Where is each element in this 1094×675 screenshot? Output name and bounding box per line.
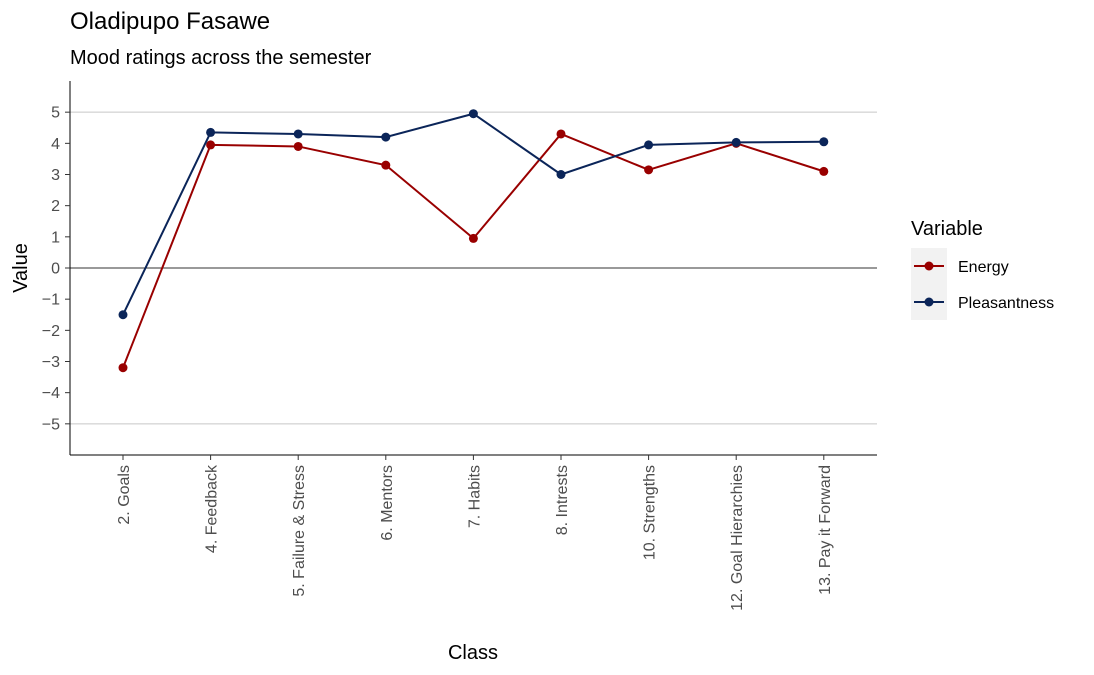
data-point-pleasantness xyxy=(644,140,654,150)
data-point-pleasantness xyxy=(118,310,128,320)
data-point-pleasantness xyxy=(819,137,829,147)
y-tick-label: 1 xyxy=(51,229,60,246)
series-line-energy xyxy=(122,132,825,369)
y-tick-label: 4 xyxy=(51,136,60,153)
legend-key-point-energy xyxy=(924,261,934,271)
data-point-pleasantness xyxy=(293,129,303,139)
y-axis-ticks: −5 −4 −3 −2 −1 0 1 2 3 4 5 xyxy=(42,105,70,433)
data-point-pleasantness xyxy=(556,170,566,179)
legend-key-point-pleasantness xyxy=(924,297,934,307)
x-tick-label: 5. Failure & Stress xyxy=(291,465,308,597)
y-tick-label: 2 xyxy=(51,198,60,215)
legend: Variable Energy Pleasantness xyxy=(911,218,1054,320)
data-point-pleasantness xyxy=(381,132,391,142)
data-point-energy xyxy=(381,160,391,170)
x-tick-label: 12. Goal Hierarchies xyxy=(729,465,746,611)
data-point-energy xyxy=(556,129,566,139)
x-tick-label: 4. Feedback xyxy=(204,464,221,553)
data-point-energy xyxy=(644,165,654,175)
series-line-pleasantness xyxy=(122,112,824,316)
legend-label-pleasantness: Pleasantness xyxy=(958,295,1054,312)
chart-title: Oladipupo Fasawe xyxy=(70,8,270,35)
y-axis-title: Value xyxy=(10,243,32,293)
y-tick-label: −4 xyxy=(42,385,60,402)
y-tick-label: −3 xyxy=(42,354,60,371)
y-tick-label: 3 xyxy=(51,167,60,184)
data-point-energy xyxy=(206,140,216,150)
data-point-pleasantness xyxy=(206,127,216,137)
x-tick-label: 7. Habits xyxy=(466,465,483,528)
data-point-energy xyxy=(468,233,478,243)
y-tick-label: −2 xyxy=(42,323,60,340)
x-axis-ticks: 2. Goals 4. Feedback 5. Failure & Stress 6.… xyxy=(116,455,834,611)
y-tick-label: −1 xyxy=(42,292,60,309)
x-tick-label: 13. Pay it Forward xyxy=(817,465,834,595)
x-tick-label: 2. Goals xyxy=(116,465,133,525)
x-tick-label: 10. Strengths xyxy=(642,465,659,560)
x-tick-label: 6. Mentors xyxy=(379,465,396,541)
data-point-energy xyxy=(293,141,303,151)
data-point-energy xyxy=(819,166,829,176)
x-axis-title: Class xyxy=(448,642,498,664)
legend-title: Variable xyxy=(911,218,983,240)
y-tick-label: −5 xyxy=(42,416,60,433)
data-point-energy xyxy=(118,363,128,373)
data-point-pleasantness xyxy=(731,137,741,147)
x-tick-label: 8. Intrests xyxy=(554,465,571,535)
series-group xyxy=(118,109,829,373)
y-tick-label: 0 xyxy=(51,261,60,278)
chart-subtitle: Mood ratings across the semester xyxy=(70,47,372,69)
y-tick-label: 5 xyxy=(51,105,60,122)
data-point-pleasantness xyxy=(468,109,478,119)
legend-label-energy: Energy xyxy=(958,259,1009,276)
